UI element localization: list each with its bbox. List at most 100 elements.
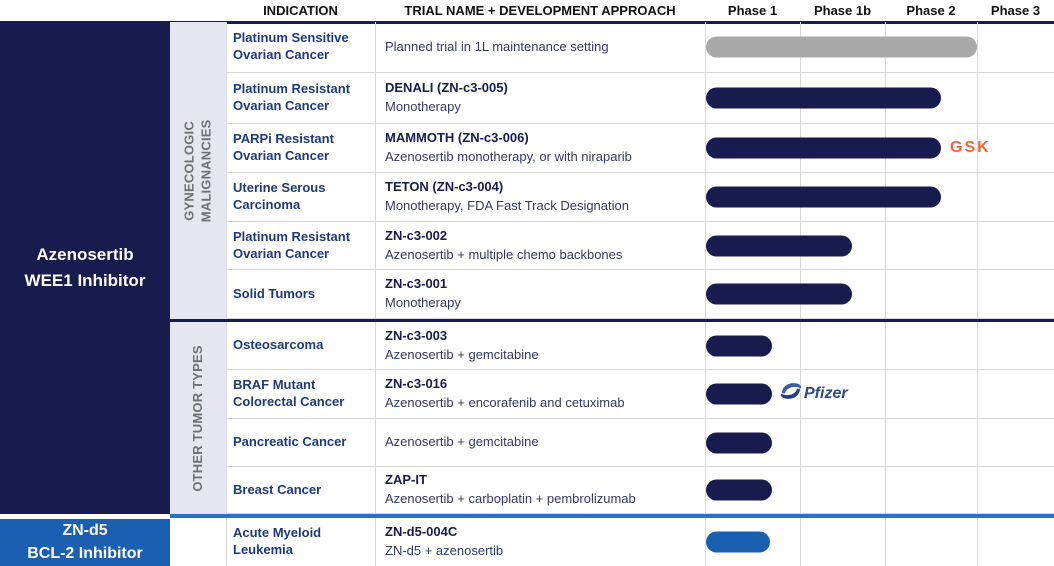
pipeline-row: BRAF Mutant Colorectal Cancer ZN-c3-016 … [226, 370, 1054, 419]
section-label-line: MALIGNANCIES [198, 119, 214, 222]
program-azenosertib: Azenosertib WEE1 Inhibitor [0, 22, 170, 514]
section-divider-navy [170, 319, 1054, 322]
program-mechanism: WEE1 Inhibitor [24, 271, 146, 290]
trial-approach: Azenosertib + gemcitabine [385, 346, 539, 362]
pipeline-row: Breast Cancer ZAP-IT Azenosertib + carbo… [226, 467, 1054, 514]
column-header-trial: TRIAL NAME + DEVELOPMENT APPROACH [404, 3, 676, 18]
section-gynecologic-malignancies: GYNECOLOGIC MALIGNANCIES [170, 22, 226, 319]
phase-progress-bar [706, 432, 772, 453]
trial-name: ZN-c3-003 [385, 327, 448, 343]
trial-approach: Planned trial in 1L maintenance setting [385, 38, 609, 54]
indication-label: Acute Myeloid Leukemia [233, 525, 322, 557]
section-divider-blue [170, 514, 1054, 518]
phase-progress-bar [706, 283, 852, 305]
pipeline-row: Platinum Resistant Ovarian Cancer ZN-c3-… [226, 222, 1054, 270]
indication-cell: Solid Tumors [226, 270, 375, 318]
indication-label: Pancreatic Cancer [233, 434, 347, 450]
indication-cell: Uterine Serous Carcinoma [226, 173, 375, 221]
indication-cell: Breast Cancer [226, 467, 375, 513]
pipeline-row: Platinum Resistant Ovarian Cancer DENALI… [226, 73, 1054, 124]
indication-label: Platinum Resistant Ovarian Cancer [233, 228, 351, 261]
column-header-phase1: Phase 1 [727, 3, 778, 18]
pipeline-row: Platinum Sensitive Ovarian Cancer Planne… [226, 22, 1054, 73]
trial-cell: ZN-d5-004C ZN-d5 + azenosertib [375, 518, 706, 566]
trial-cell: Planned trial in 1L maintenance setting [375, 22, 706, 72]
program-mechanism: BCL-2 Inhibitor [27, 544, 143, 562]
pfizer-helix-icon [779, 379, 803, 408]
phase-progress-bar [706, 383, 772, 405]
indication-label: Platinum Resistant Ovarian Cancer [233, 81, 351, 113]
indication-label: Solid Tumors [233, 285, 316, 301]
phase-progress-bar [706, 235, 852, 256]
gridline-vertical [977, 22, 978, 566]
indication-label: BRAF Mutant Colorectal Cancer [233, 377, 345, 409]
program-znd5: ZN-d5 BCL-2 Inhibitor [0, 519, 170, 566]
pipeline-row: Acute Myeloid Leukemia ZN-d5-004C ZN-d5 … [226, 518, 1054, 566]
phase-progress-bar [706, 87, 941, 109]
column-header-phase3: Phase 3 [990, 3, 1041, 18]
column-header-phase1b: Phase 1b [813, 3, 872, 18]
section-label-line: OTHER TUMOR TYPES [189, 344, 205, 492]
trial-cell: DENALI (ZN-c3-005) Monotherapy [375, 73, 706, 123]
column-header-phase2: Phase 2 [906, 3, 956, 18]
section-label-line: GYNECOLOGIC [181, 120, 197, 221]
section-label: OTHER TUMOR TYPES [190, 345, 207, 491]
indication-cell: Platinum Sensitive Ovarian Cancer [226, 22, 375, 72]
trial-name: TETON (ZN-c3-004) [385, 179, 504, 195]
trial-cell: Azenosertib + gemcitabine [375, 419, 706, 466]
gridline-vertical [885, 22, 886, 566]
gridline-vertical [226, 22, 227, 566]
gsk-logo: GSK [950, 139, 991, 156]
indication-label: Breast Cancer [233, 481, 322, 497]
phase-progress-bar [706, 186, 941, 208]
gridline-vertical [375, 22, 376, 566]
section-label: GYNECOLOGIC MALIGNANCIES [181, 119, 215, 222]
trial-name: ZN-d5-004C [385, 524, 458, 540]
indication-label: Uterine Serous Carcinoma [233, 180, 326, 212]
trial-name: ZAP-IT [385, 472, 427, 488]
program-title: ZN-d5 BCL-2 Inhibitor [27, 520, 143, 565]
trial-cell: ZN-c3-016 Azenosertib + encorafenib and … [375, 370, 706, 418]
trial-name: MAMMOTH (ZN-c3-006) [385, 130, 529, 146]
phase-progress-bar [706, 479, 772, 501]
phase-progress-bar [706, 531, 770, 553]
indication-cell: Platinum Resistant Ovarian Cancer [226, 222, 375, 269]
indication-label: Osteosarcoma [233, 337, 324, 353]
trial-cell: TETON (ZN-c3-004) Monotherapy, FDA Fast … [375, 173, 706, 221]
program-name: Azenosertib [36, 244, 134, 264]
column-header-indication: INDICATION [263, 3, 338, 18]
trial-cell: ZN-c3-001 Monotherapy [375, 270, 706, 318]
indication-cell: Acute Myeloid Leukemia [226, 518, 375, 566]
section-other-tumor-types: OTHER TUMOR TYPES [170, 322, 226, 514]
trial-name: DENALI (ZN-c3-005) [385, 80, 508, 96]
trial-cell: ZAP-IT Azenosertib + carboplatin + pembr… [375, 467, 706, 513]
trial-approach: Monotherapy, FDA Fast Track Designation [385, 198, 629, 213]
program-title: Azenosertib WEE1 Inhibitor [25, 242, 146, 295]
indication-cell: Osteosarcoma [226, 322, 375, 369]
trial-name: ZN-c3-001 [385, 276, 448, 292]
trial-approach: Azenosertib + gemcitabine [385, 434, 539, 450]
gridline-vertical [705, 22, 706, 566]
trial-approach: Azenosertib + encorafenib and cetuximab [385, 395, 625, 410]
indication-label: PARPi Resistant Ovarian Cancer [233, 131, 334, 163]
trial-cell: ZN-c3-002 Azenosertib + multiple chemo b… [375, 222, 706, 269]
trial-name: ZN-c3-002 [385, 227, 448, 243]
indication-cell: Pancreatic Cancer [226, 419, 375, 466]
indication-cell: PARPi Resistant Ovarian Cancer [226, 124, 375, 172]
trial-cell: MAMMOTH (ZN-c3-006) Azenosertib monother… [375, 124, 706, 172]
trial-name: ZN-c3-016 [385, 376, 448, 392]
pipeline-row: PARPi Resistant Ovarian Cancer MAMMOTH (… [226, 124, 1054, 173]
pipeline-row: Solid Tumors ZN-c3-001 Monotherapy [226, 270, 1054, 319]
pfizer-wordmark: Pfizer [804, 384, 848, 402]
trial-approach: Azenosertib + multiple chemo backbones [385, 246, 623, 262]
pipeline-row: Osteosarcoma ZN-c3-003 Azenosertib + gem… [226, 322, 1054, 370]
phase-progress-bar [706, 335, 772, 356]
trial-approach: Azenosertib monotherapy, or with nirapar… [385, 149, 632, 164]
pfizer-logo: Pfizer [779, 379, 848, 408]
phase-progress-bar [706, 137, 941, 159]
trial-approach: ZN-d5 + azenosertib [385, 543, 504, 558]
pipeline-row: Uterine Serous Carcinoma TETON (ZN-c3-00… [226, 173, 1054, 222]
indication-cell: Platinum Resistant Ovarian Cancer [226, 73, 375, 123]
program-name: ZN-d5 [62, 522, 108, 540]
trial-cell: ZN-c3-003 Azenosertib + gemcitabine [375, 322, 706, 369]
